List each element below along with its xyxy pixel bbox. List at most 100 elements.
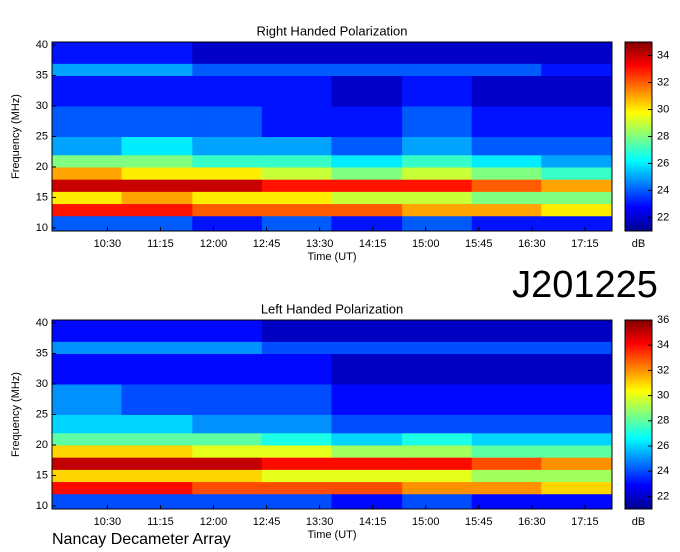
colorbar-tick-label: 24 xyxy=(657,465,669,477)
colorbar-tick-label: 30 xyxy=(657,390,669,402)
heat-cell xyxy=(192,75,263,107)
heat-cell xyxy=(52,42,123,64)
y-axis-label: Frequency (MHz) xyxy=(10,372,22,457)
heat-cell xyxy=(261,320,332,342)
heat-cell xyxy=(261,341,332,355)
heat-cell xyxy=(331,444,403,458)
heat-cell xyxy=(261,353,332,385)
colorbar-tick-label: 34 xyxy=(657,339,669,351)
heat-cell xyxy=(402,457,473,470)
heat-cell xyxy=(52,215,123,232)
heat-cell xyxy=(541,191,613,205)
heat-cell xyxy=(121,215,193,232)
colorbar-tick-label: 28 xyxy=(657,415,669,427)
heat-cell xyxy=(192,457,263,470)
heat-cell xyxy=(192,481,263,495)
heat-cell xyxy=(402,166,473,180)
heat-cell xyxy=(541,166,613,180)
heat-cell xyxy=(52,493,123,510)
heat-cell xyxy=(121,432,193,446)
heat-cell xyxy=(261,75,332,107)
heat-cell xyxy=(192,42,263,64)
heat-cell xyxy=(541,215,613,232)
heat-cell xyxy=(52,136,123,156)
heat-cell xyxy=(541,42,613,64)
heat-cell xyxy=(331,42,403,64)
y-tick-label: 30 xyxy=(36,378,48,390)
footer: Nancay Decameter Array xyxy=(52,531,231,548)
heat-cell xyxy=(192,179,263,192)
y-tick-label: 35 xyxy=(36,69,48,81)
heat-cell xyxy=(471,432,542,446)
heat-cell xyxy=(471,341,542,355)
heat-cell xyxy=(331,179,403,192)
heat-cell xyxy=(331,432,403,446)
heat-cell xyxy=(121,341,193,355)
x-tick-label: 12:00 xyxy=(200,238,228,250)
heat-cell xyxy=(52,203,123,217)
heat-cell xyxy=(52,179,123,192)
heat-cell xyxy=(402,320,473,342)
heat-cell xyxy=(541,75,613,107)
heat-cell xyxy=(331,106,403,137)
heat-cell xyxy=(402,215,473,232)
heat-cell xyxy=(402,384,473,415)
heat-cell xyxy=(192,444,263,458)
heat-cell xyxy=(261,493,332,510)
heat-cell xyxy=(541,106,613,137)
colorbar-tick-label: 26 xyxy=(657,440,669,452)
heat-cell xyxy=(261,106,332,137)
y-tick-label: 25 xyxy=(36,130,48,142)
x-tick-label: 11:15 xyxy=(147,238,174,250)
y-tick-label: 40 xyxy=(36,39,48,51)
y-tick-label: 20 xyxy=(36,439,48,451)
heat-cell xyxy=(471,493,542,510)
heat-cell xyxy=(402,203,473,217)
heat-cell xyxy=(121,384,193,415)
heat-cell xyxy=(541,457,613,470)
heat-cell xyxy=(471,481,542,495)
heat-cell xyxy=(261,414,332,434)
heat-cell xyxy=(121,63,193,77)
heat-cell xyxy=(52,106,123,137)
y-tick-label: 25 xyxy=(36,408,48,420)
y-tick-label: 10 xyxy=(36,222,48,234)
heat-cell xyxy=(402,63,473,77)
heat-cell xyxy=(121,414,193,434)
x-tick-label: 15:00 xyxy=(412,238,440,250)
heat-cell xyxy=(541,353,613,385)
heat-cell xyxy=(541,444,613,458)
heat-cell xyxy=(402,75,473,107)
event-label: J201225 xyxy=(512,264,658,306)
colorbar-tick-label: 28 xyxy=(657,130,669,142)
y-tick-label: 10 xyxy=(36,500,48,512)
heat-cell xyxy=(331,215,403,232)
heat-cell xyxy=(471,215,542,232)
heat-cell xyxy=(402,481,473,495)
x-tick-label: 12:45 xyxy=(253,238,281,250)
x-tick-label: 12:45 xyxy=(253,516,281,528)
colorbar-tick-label: 24 xyxy=(657,184,669,196)
heat-cell xyxy=(331,191,403,205)
heat-cell xyxy=(331,481,403,495)
heat-cell xyxy=(471,353,542,385)
heat-cell xyxy=(192,414,263,434)
heat-cell xyxy=(261,469,332,483)
heat-cell xyxy=(192,353,263,385)
heat-cell xyxy=(121,106,193,137)
heat-cell xyxy=(121,179,193,192)
colorbar-tick-label: 34 xyxy=(657,49,669,61)
heat-cell xyxy=(541,63,613,77)
heat-cell xyxy=(52,469,123,483)
heat-cell xyxy=(192,469,263,483)
heat-cell xyxy=(402,469,473,483)
heat-cell xyxy=(471,444,542,458)
x-tick-label: 10:30 xyxy=(94,238,122,250)
colorbar-tick-label: 22 xyxy=(657,211,669,223)
heat-cell xyxy=(121,136,193,156)
heat-cell xyxy=(471,63,542,77)
heat-cell xyxy=(471,457,542,470)
heat-cell xyxy=(192,154,263,168)
heat-cell xyxy=(471,42,542,64)
heat-cell xyxy=(331,320,403,342)
